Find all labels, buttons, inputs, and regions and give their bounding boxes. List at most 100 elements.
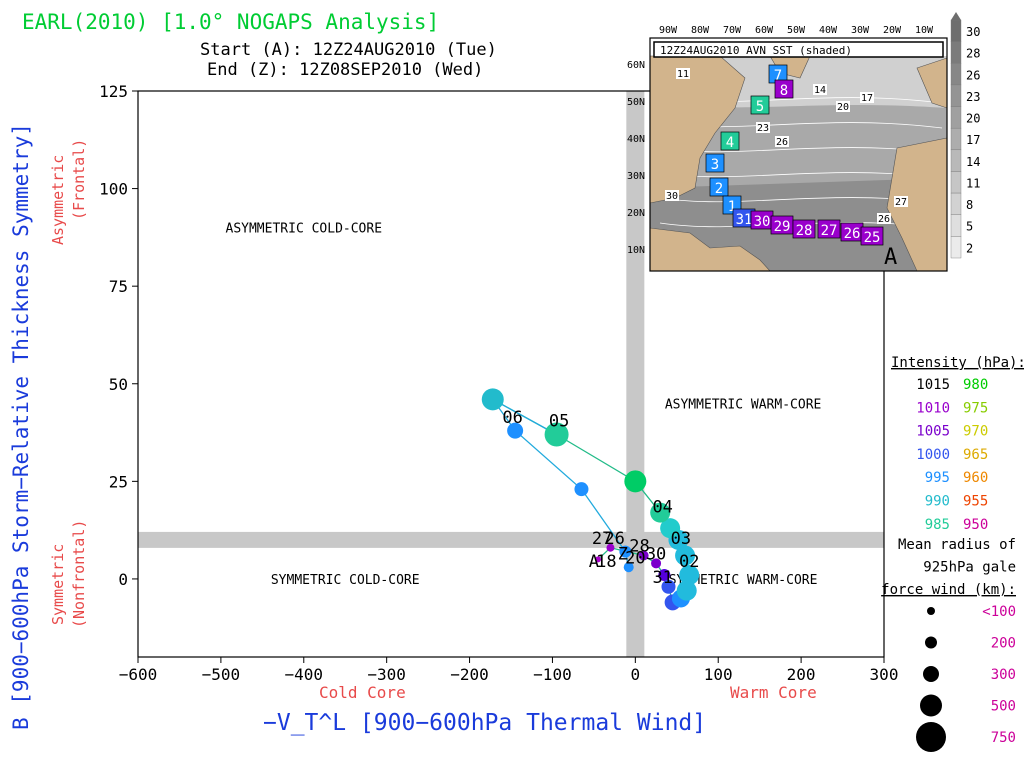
track-date-label: 05	[549, 412, 569, 432]
intensity-legend-value: 985	[925, 517, 950, 533]
y-sublabel-top-1: Asymmetric	[49, 155, 67, 245]
intensity-legend-value: 955	[963, 494, 988, 510]
track-box-label: 1	[728, 199, 736, 215]
radius-legend-marker	[920, 694, 942, 717]
colorbar-swatch	[950, 236, 962, 259]
track-date-label: A	[589, 552, 599, 572]
intensity-legend-value: 960	[963, 470, 988, 486]
radius-legend-label: 300	[991, 667, 1016, 683]
radius-legend-title: force wind (km):	[881, 582, 1016, 598]
track-point	[675, 545, 696, 566]
colorbar-label: 23	[966, 90, 980, 104]
track-box-label: 28	[796, 223, 813, 239]
inset-lat-label: 20N	[627, 208, 645, 219]
radius-legend-marker	[925, 636, 937, 649]
colorbar-label: 14	[966, 155, 980, 169]
intensity-legend-value: 1010	[916, 400, 950, 416]
track-box-label: 27	[821, 223, 838, 239]
track-date-label: Z	[618, 544, 628, 564]
x-tick-label: −200	[450, 665, 489, 684]
track-point	[481, 388, 504, 411]
track-point	[650, 502, 671, 523]
track-box	[817, 219, 841, 239]
track-date-label: 26	[604, 529, 624, 549]
zero-thermal-wind-band	[626, 91, 645, 657]
sst-contour-label: 27	[895, 197, 907, 208]
quadrant-label-asym-cold: ASYMMETRIC COLD-CORE	[226, 222, 383, 237]
sst-contour-label: 26	[776, 137, 788, 148]
track-point	[574, 482, 589, 497]
quadrant-label-sym-warm: SYMMETRIC WARM-CORE	[669, 573, 818, 588]
inset-lon-label: 40W	[819, 25, 838, 36]
colorbar-swatch	[950, 41, 962, 64]
colorbar-label: 5	[966, 220, 973, 234]
track-box	[709, 177, 729, 197]
track-point	[651, 558, 662, 569]
track-date-label: 30	[646, 544, 666, 564]
inset-lon-label: 30W	[851, 25, 870, 36]
track-date-label: 27	[592, 529, 612, 549]
intensity-legend-value: 995	[925, 470, 950, 486]
intensity-legend-value: 1000	[916, 447, 950, 463]
colorbar-label: 28	[966, 47, 980, 61]
sst-contour-label: 23	[757, 123, 769, 134]
radius-legend-title: Mean radius of	[898, 537, 1016, 553]
colorbar-label: 11	[966, 176, 980, 190]
chart-title: EARL(2010) [1.0° NOGAPS Analysis]	[22, 10, 439, 34]
track-box-label: 7	[774, 68, 782, 84]
y-tick-label: 50	[109, 375, 128, 394]
inset-lon-label: 90W	[659, 25, 678, 36]
track-box-label: 25	[864, 230, 881, 246]
intensity-legend-value: 1005	[916, 424, 950, 440]
colorbar-label: 2	[966, 241, 973, 255]
y-axis-title: B [900−600hPa Storm−Relative Thickness S…	[9, 123, 33, 730]
quadrant-label-asym-warm: ASYMMETRIC WARM-CORE	[665, 397, 822, 412]
intensity-legend-value: 990	[925, 494, 950, 510]
x-tick-label: −600	[119, 665, 158, 684]
intensity-legend-value: 1015	[916, 377, 950, 393]
inset-lat-label: 10N	[627, 245, 645, 256]
sst-contour-label: 11	[677, 69, 689, 80]
intensity-legend-value: 965	[963, 447, 988, 463]
track-point	[623, 562, 634, 573]
end-label: End (Z): 12Z08SEP2010 (Wed)	[207, 60, 483, 80]
land-north-america	[649, 55, 746, 204]
inset-lon-label: 60W	[755, 25, 774, 36]
inset-lon-label: 10W	[915, 25, 934, 36]
x-tick-label: 200	[787, 665, 816, 684]
track-box-label: 29	[774, 219, 791, 235]
track-box-label: 26	[844, 226, 861, 242]
x-tick-label: 0	[631, 665, 641, 684]
track-date-label: 28	[629, 537, 649, 557]
colorbar-label: 8	[966, 198, 973, 212]
track-point	[624, 470, 647, 493]
track-box	[792, 219, 816, 239]
x-sublabel-cold: Cold Core	[319, 683, 406, 702]
track-point	[606, 543, 615, 552]
x-tick-label: −100	[533, 665, 572, 684]
track-box-label: 8	[780, 83, 788, 99]
x-tick-label: 100	[704, 665, 733, 684]
intensity-legend-value: 970	[963, 424, 988, 440]
track-box	[774, 79, 794, 99]
inset-lon-label: 70W	[723, 25, 742, 36]
colorbar-swatch	[950, 149, 962, 172]
start-label: Start (A): 12Z24AUG2010 (Tue)	[200, 40, 497, 60]
radius-legend-label: <100	[982, 604, 1016, 620]
inset-lat-label: 30N	[627, 171, 645, 182]
symmetry-threshold-band	[138, 531, 884, 548]
inset-lat-label: 50N	[627, 97, 645, 108]
sst-inset-map: 12Z24AUG2010 AVN SST (shaded) 90W 80W 70W 60…	[627, 12, 980, 272]
inset-frame	[649, 37, 948, 272]
track-date-label: 03	[671, 529, 691, 549]
intensity-legend-value: 980	[963, 377, 988, 393]
intensity-legend-title: Intensity (hPa):	[891, 355, 1024, 371]
x-sublabel-warm: Warm Core	[730, 683, 817, 702]
colorbar-swatch	[950, 214, 962, 237]
quadrant-label-sym-cold: SYMMETRIC COLD-CORE	[271, 573, 420, 588]
x-axis-title: −V_T^L [900−600hPa Thermal Wind]	[263, 710, 706, 736]
track-date-label: 04	[652, 498, 672, 518]
track-point	[660, 518, 681, 539]
sst-contour-label: 30	[666, 191, 678, 202]
y-tick-label: 75	[109, 277, 128, 296]
